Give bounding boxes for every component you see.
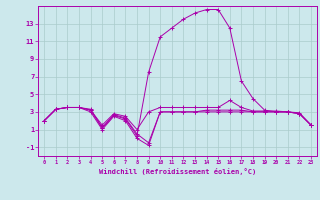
X-axis label: Windchill (Refroidissement éolien,°C): Windchill (Refroidissement éolien,°C) — [99, 168, 256, 175]
